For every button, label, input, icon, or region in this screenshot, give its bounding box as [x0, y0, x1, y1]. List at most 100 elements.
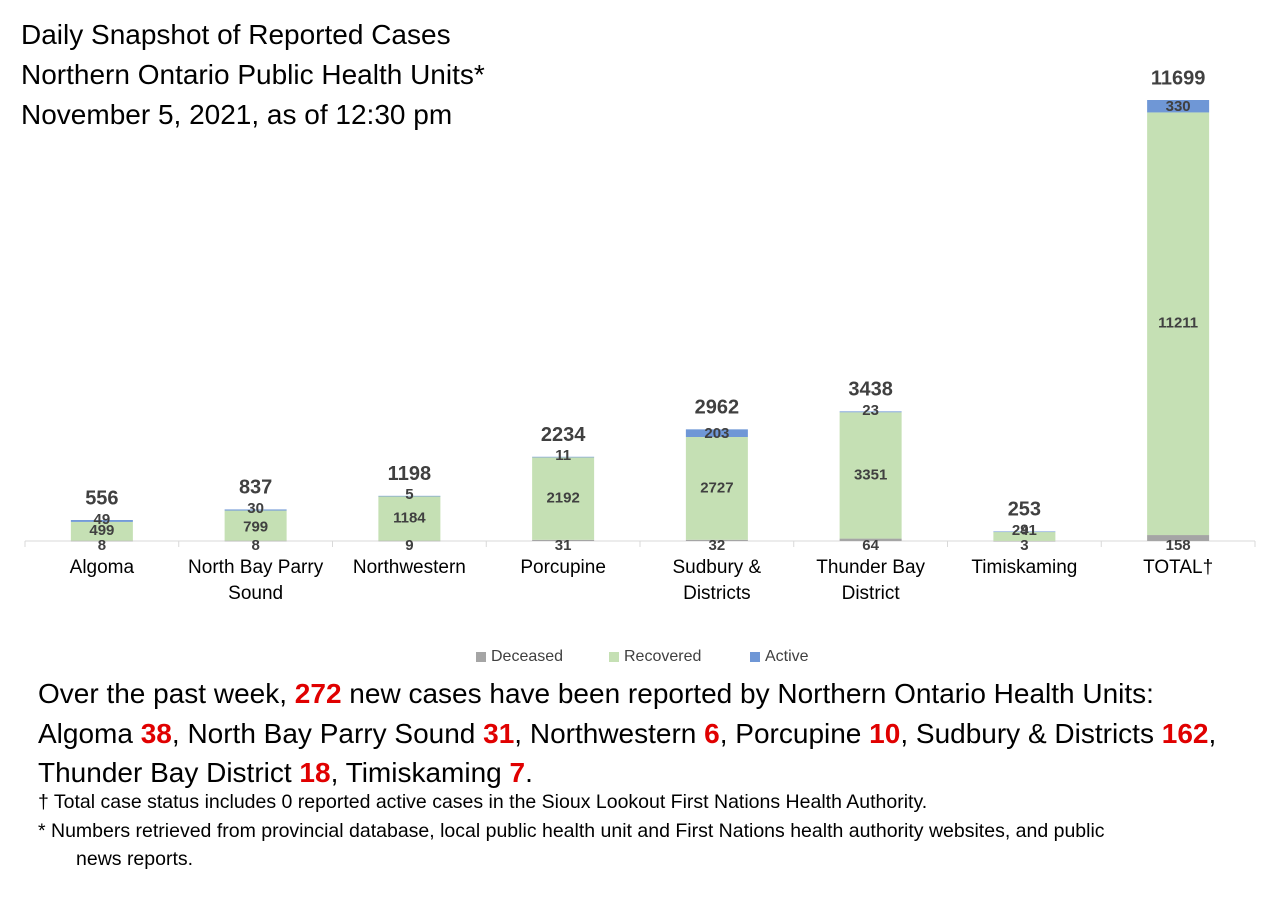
bar-segment-active [993, 531, 1056, 533]
bars-layer [70, 100, 1210, 542]
weekly-summary: Over the past week, 272 new cases have b… [38, 674, 1273, 793]
summary-total-new: 272 [294, 678, 342, 709]
data-label-deceased: 9 [405, 537, 413, 554]
data-label-active: 203 [704, 425, 729, 442]
legend-swatch-deceased [476, 652, 486, 662]
summary-unit-count: 18 [299, 757, 331, 788]
data-label-active: 11 [555, 447, 571, 464]
data-label-recovered: 1184 [393, 509, 426, 526]
category-label: Districts [683, 583, 751, 604]
data-label-total: 2234 [541, 424, 586, 446]
summary-separator: , [514, 717, 530, 749]
legend: Deceased Recovered Active [476, 648, 809, 665]
summary-unit-count: 162 [1161, 717, 1209, 749]
data-label-total: 11699 [1151, 67, 1206, 89]
summary-unit-count: 6 [704, 717, 720, 749]
footnote-asterisk-line1: * Numbers retrieved from provincial data… [38, 820, 1105, 842]
data-label-active: 30 [247, 500, 264, 517]
data-label-recovered: 3351 [854, 466, 887, 483]
legend-label-deceased: Deceased [491, 648, 563, 665]
data-label-recovered: 799 [243, 519, 268, 536]
data-label-recovered: 499 [89, 522, 114, 539]
category-label: Algoma [70, 557, 135, 578]
legend-swatch-recovered [609, 652, 619, 662]
summary-unit-name: North Bay Parry Sound [187, 717, 484, 749]
summary-separator: , [330, 757, 346, 788]
category-label: North Bay Parry [188, 557, 324, 578]
bar-segment-active [839, 411, 902, 413]
bar-segment-recovered [378, 496, 441, 541]
bar-segment-recovered [1147, 112, 1210, 536]
category-label: TOTAL† [1143, 557, 1213, 578]
summary-unit-count: 31 [483, 717, 515, 749]
summary-unit-name: Sudbury & Districts [915, 717, 1162, 749]
bar-segment-recovered [839, 412, 902, 539]
footnote-asterisk: * Numbers retrieved from provincial data… [38, 817, 1268, 873]
summary-separator: , [171, 717, 188, 749]
data-label-deceased: 64 [862, 537, 879, 554]
bar-segment-deceased [685, 539, 748, 541]
bar-segment-deceased [993, 540, 1056, 542]
category-label: Sound [228, 583, 283, 604]
category-label: Timiskaming [971, 557, 1077, 578]
data-label-active: 49 [94, 511, 111, 528]
bar-segment-deceased [839, 538, 902, 541]
category-label: District [842, 583, 901, 604]
category-label: Northwestern [353, 557, 466, 578]
data-label-deceased: 31 [555, 537, 572, 554]
bar-segment-deceased [532, 539, 595, 541]
data-label-recovered: 2727 [700, 479, 733, 496]
data-label-total: 837 [239, 477, 272, 499]
summary-unit-name: Timiskaming [345, 757, 510, 788]
summary-items: Algoma 38, North Bay Parry Sound 31, Nor… [38, 718, 1216, 789]
bar-segment-recovered [224, 510, 287, 541]
bar-segment-deceased [224, 540, 287, 542]
summary-unit-count: 7 [509, 757, 526, 788]
bar-segment-active [224, 509, 287, 511]
bar-segment-recovered [993, 531, 1056, 541]
bar-segment-deceased [1147, 535, 1210, 541]
data-label-recovered: 11211 [1158, 315, 1198, 332]
bar-segment-active [378, 495, 441, 497]
title-line-1: Daily Snapshot of Reported Cases [21, 19, 451, 50]
data-label-deceased: 8 [251, 537, 259, 554]
category-label: Porcupine [520, 557, 606, 578]
data-label-deceased: 3 [1020, 537, 1028, 554]
bar-segment-deceased [378, 540, 441, 542]
summary-unit-count: 10 [869, 717, 901, 749]
legend-label-recovered: Recovered [624, 648, 701, 665]
bar-segment-recovered [70, 521, 133, 541]
legend-swatch-active [750, 652, 760, 662]
summary-unit-name: Northwestern [529, 717, 705, 749]
footnote-dagger: † Total case status includes 0 reported … [38, 791, 928, 813]
data-label-total: 2962 [695, 397, 740, 419]
summary-intro: Over the past week, [38, 678, 288, 709]
legend-label-active: Active [765, 648, 809, 665]
bar-segment-active [1147, 100, 1210, 113]
category-label: Thunder Bay [816, 557, 925, 578]
summary-separator: . [525, 757, 533, 788]
data-label-recovered: 241 [1012, 522, 1037, 539]
bar-segment-active [532, 456, 595, 458]
data-label-active: 9 [1020, 522, 1028, 539]
summary-after-total: new cases have been reported by Northern… [349, 678, 1154, 709]
data-label-deceased: 8 [98, 537, 106, 554]
data-label-total: 3438 [848, 379, 893, 401]
bar-segment-deceased [70, 540, 133, 542]
summary-separator: , [900, 717, 916, 749]
footnote-asterisk-line2: news reports. [76, 848, 194, 870]
chart-title: Daily Snapshot of Reported Cases Norther… [21, 15, 485, 135]
data-label-deceased: 32 [709, 537, 726, 554]
data-label-total: 1198 [388, 463, 431, 485]
x-axis-ticks [24, 541, 1256, 547]
bar-segment-recovered [685, 436, 748, 540]
category-label: Sudbury & [673, 557, 762, 578]
data-label-active: 23 [862, 402, 879, 419]
data-label-deceased: 158 [1166, 537, 1191, 554]
data-label-total: 253 [1008, 499, 1041, 521]
bar-segment-active [70, 520, 133, 522]
summary-unit-name: Porcupine [735, 717, 870, 749]
bar-segment-recovered [532, 457, 595, 540]
